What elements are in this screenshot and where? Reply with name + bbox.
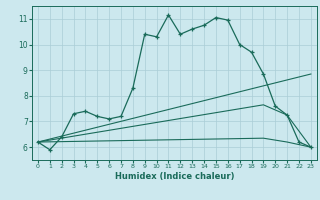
- X-axis label: Humidex (Indice chaleur): Humidex (Indice chaleur): [115, 172, 234, 181]
